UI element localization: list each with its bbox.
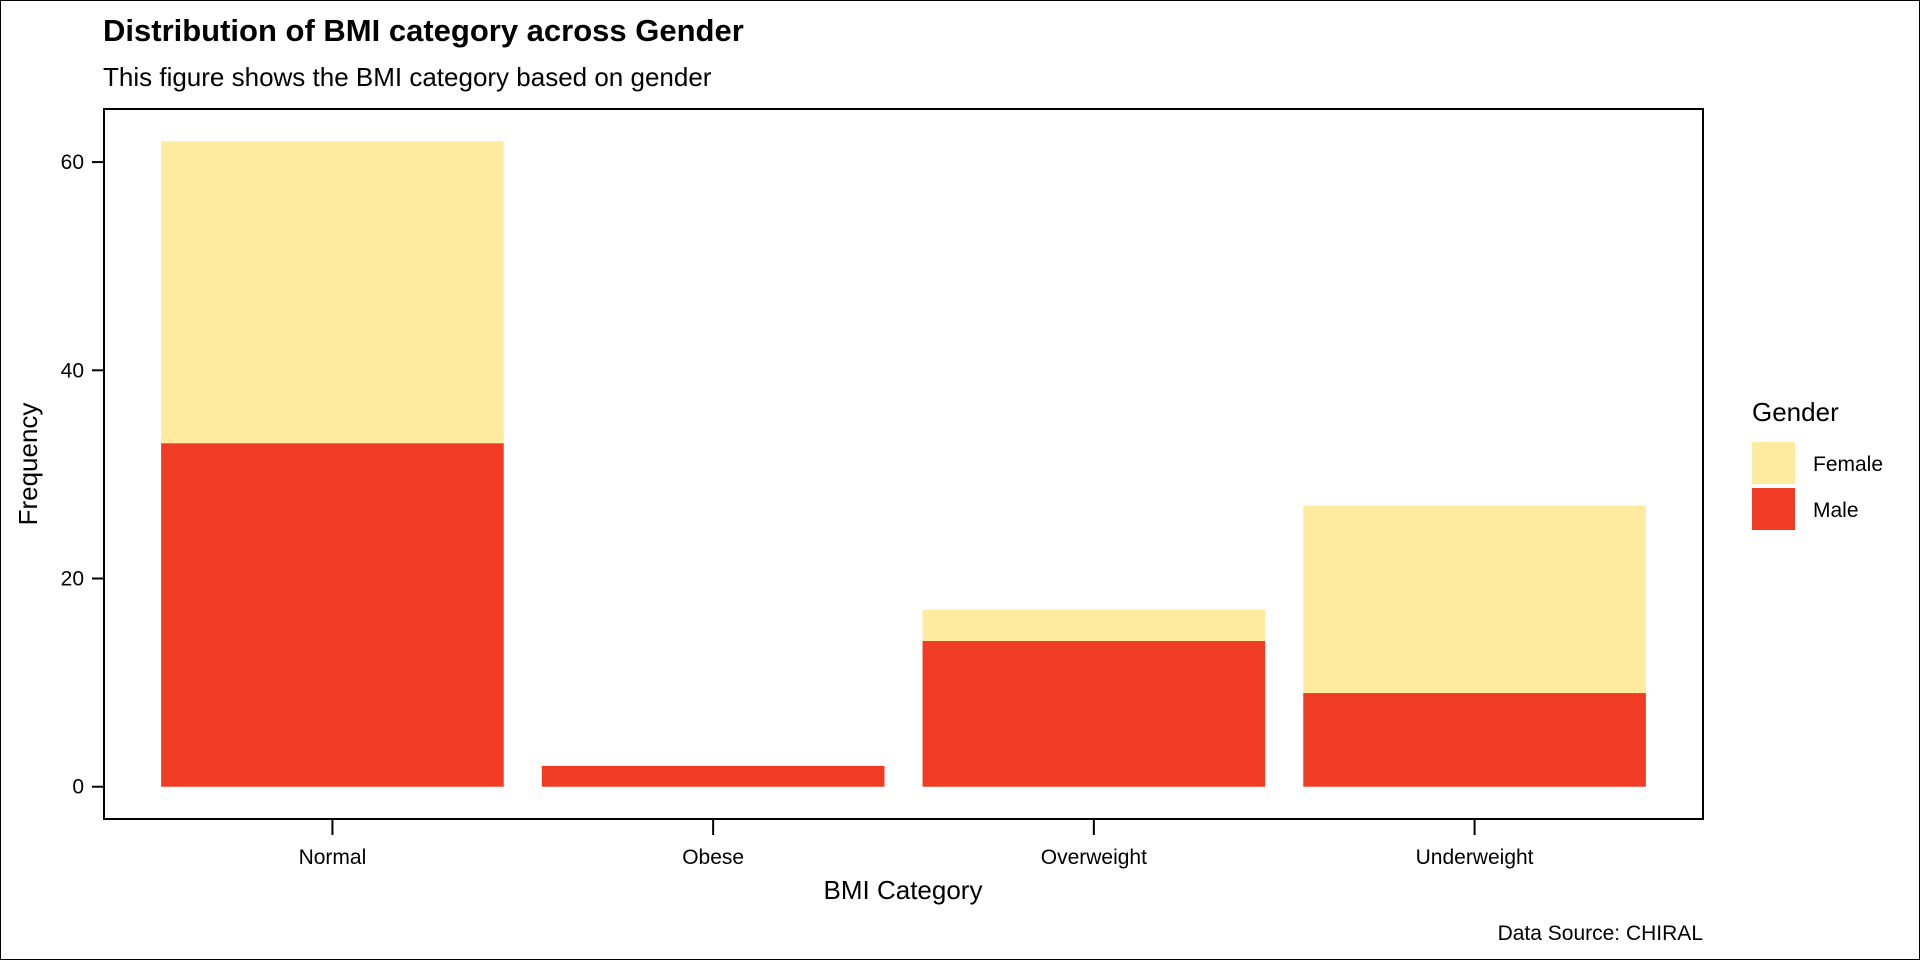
- x-axis-title: BMI Category: [824, 875, 983, 905]
- bar-normal-male: [161, 443, 504, 787]
- legend-key-female: [1752, 442, 1795, 484]
- chart-subtitle: This figure shows the BMI category based…: [103, 62, 712, 92]
- legend-label-male: Male: [1813, 499, 1859, 522]
- bar-obese-male: [541, 765, 885, 787]
- y-tick-label: 0: [72, 776, 84, 799]
- caption: Data Source: CHIRAL: [1498, 922, 1703, 945]
- legend-key-male: [1752, 488, 1795, 530]
- x-axis: Normal Obese Overweight Underweight: [299, 819, 1534, 869]
- bar-overweight-female: [922, 609, 1266, 641]
- y-tick-label: 60: [61, 151, 84, 174]
- x-tick-label: Normal: [299, 846, 367, 869]
- bars-group: [161, 141, 1646, 787]
- bar-underweight-male: [1303, 693, 1646, 787]
- legend-label-female: Female: [1813, 453, 1883, 476]
- chart-title: Distribution of BMI category across Gend…: [103, 13, 744, 48]
- legend: Gender Female Male: [1752, 397, 1883, 530]
- y-axis: 0 20 40 60: [61, 151, 104, 799]
- x-tick-label: Overweight: [1041, 846, 1147, 869]
- legend-title: Gender: [1752, 397, 1839, 427]
- y-tick-label: 40: [61, 359, 84, 382]
- x-tick-label: Underweight: [1416, 846, 1534, 869]
- y-tick-label: 20: [61, 568, 84, 591]
- plot-panel-border: [103, 108, 1704, 820]
- bar-normal-female: [161, 141, 504, 444]
- bar-underweight-female: [1303, 505, 1646, 694]
- x-tick-label: Obese: [682, 846, 744, 869]
- bar-overweight-male: [922, 640, 1266, 787]
- y-axis-title: Frequency: [13, 403, 43, 526]
